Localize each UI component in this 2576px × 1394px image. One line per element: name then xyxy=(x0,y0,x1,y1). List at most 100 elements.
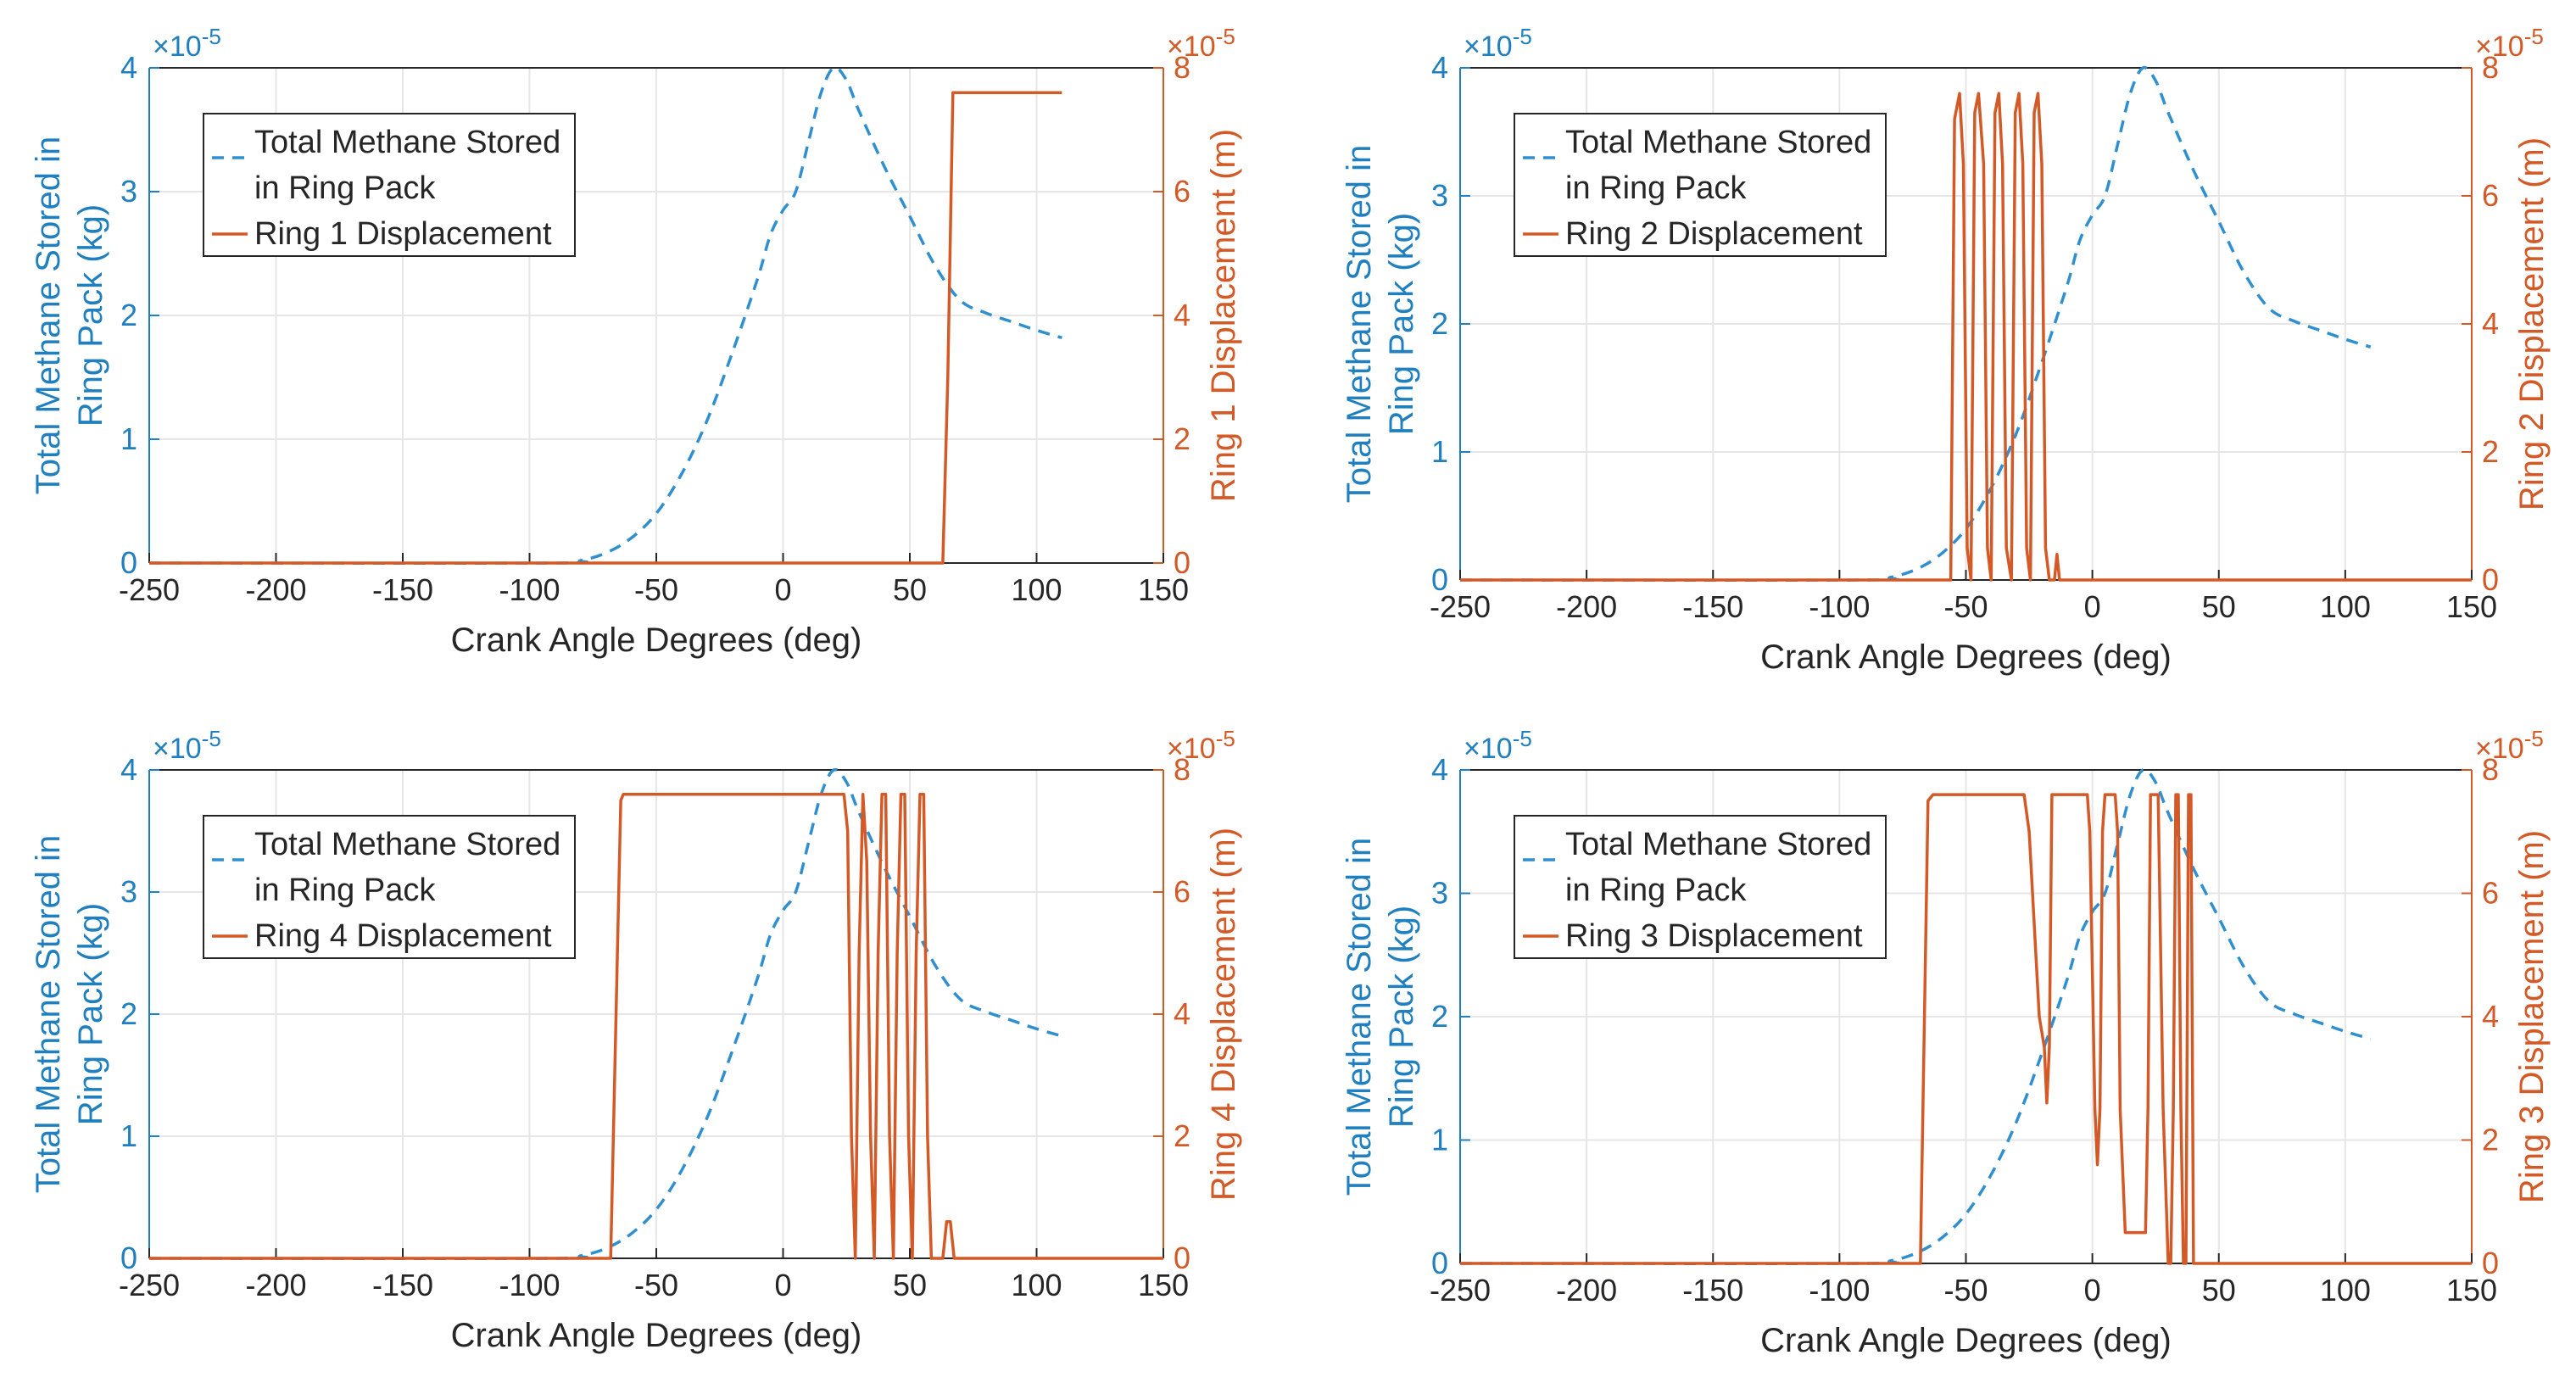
left-y-tick-label: 0 xyxy=(1431,562,1448,597)
x-tick-label: 100 xyxy=(2320,1273,2371,1308)
left-y-tick-label: 4 xyxy=(1431,752,1448,787)
right-y-tick-label: 0 xyxy=(1174,1241,1190,1275)
x-tick-label: -50 xyxy=(1943,589,1988,624)
legend-methane-label: Total Methane Stored in Ring Pack xyxy=(254,827,560,908)
left-y-axis-label: Total Methane Stored in Ring Pack (kg) xyxy=(1341,145,1420,503)
left-multiplier-label: ×10-5 xyxy=(1464,726,1532,765)
x-tick-label: -200 xyxy=(1556,1273,1617,1308)
left-y-axis-label: Total Methane Stored in Ring Pack (kg) xyxy=(1341,838,1420,1196)
legend-ring-label: Ring 1 Displacement xyxy=(254,216,552,252)
x-tick-label: -150 xyxy=(1682,589,1743,624)
x-axis-label: Crank Angle Degrees (deg) xyxy=(451,622,862,659)
x-tick-label: -150 xyxy=(372,572,433,607)
right-y-tick-label: 0 xyxy=(1174,545,1190,580)
x-tick-label: -50 xyxy=(634,1268,678,1302)
left-y-tick-label: 1 xyxy=(1431,434,1448,469)
ring-displacement-series-line xyxy=(1460,92,2472,582)
x-tick-label: 0 xyxy=(2084,1273,2101,1308)
right-multiplier-label: ×10-5 xyxy=(2475,726,2544,765)
legend: Total Methane Stored in Ring Pack Ring 2 D… xyxy=(1514,113,1887,257)
x-tick-label: -100 xyxy=(1809,1273,1870,1308)
left-y-axis-label: Total Methane Stored in Ring Pack (kg) xyxy=(30,835,109,1193)
right-y-tick-label: 6 xyxy=(1174,874,1190,909)
legend-methane-label: Total Methane Stored in Ring Pack xyxy=(1565,827,1871,908)
right-y-tick-label: 0 xyxy=(2482,562,2499,597)
legend: Total Methane Stored in Ring Pack Ring 4 D… xyxy=(203,815,576,959)
right-y-axis-label: Ring 4 Displacement (m) xyxy=(1205,828,1242,1201)
x-tick-label: -50 xyxy=(634,572,678,607)
ring-displacement-series-line xyxy=(1460,793,2472,1265)
ring-displacement-series-line xyxy=(149,793,1163,1260)
legend-ring-label: Ring 4 Displacement xyxy=(254,918,552,954)
legend-ring-label: Ring 3 Displacement xyxy=(1565,918,1863,954)
x-tick-label: -100 xyxy=(499,572,560,607)
x-tick-label: 50 xyxy=(2202,589,2236,624)
legend-ring-label: Ring 2 Displacement xyxy=(1565,216,1863,252)
methane-series-line xyxy=(1459,767,2372,1265)
x-tick-label: 0 xyxy=(774,572,791,607)
left-y-tick-label: 1 xyxy=(120,421,137,456)
legend: Total Methane Stored in Ring Pack Ring 3 D… xyxy=(1514,815,1887,959)
left-y-tick-label: 3 xyxy=(1431,876,1448,911)
left-y-tick-label: 0 xyxy=(120,1241,137,1275)
legend-box xyxy=(203,113,576,257)
x-tick-label: 150 xyxy=(1138,572,1189,607)
left-y-tick-label: 0 xyxy=(1431,1246,1448,1280)
chart-panel-1: -250 -200 -150 -100 -50 0 50 100 1500123402468×1… xyxy=(30,24,1242,659)
left-y-tick-label: 2 xyxy=(120,298,137,332)
left-y-tick-label: 4 xyxy=(120,752,137,787)
right-y-tick-label: 4 xyxy=(1174,298,1190,332)
chart-panel-2: -250 -200 -150 -100 -50 0 50 100 1500123402468×1… xyxy=(1341,24,2551,676)
x-tick-label: -150 xyxy=(1682,1273,1743,1308)
right-multiplier-label: ×10-5 xyxy=(1167,24,1235,63)
right-y-tick-label: 6 xyxy=(2482,876,2499,911)
x-tick-label: -100 xyxy=(499,1268,560,1302)
left-multiplier-label: ×10-5 xyxy=(1464,24,1532,63)
right-multiplier-label: ×10-5 xyxy=(2475,24,2544,63)
x-axis-label: Crank Angle Degrees (deg) xyxy=(1760,638,2172,676)
methane-series-line xyxy=(1459,65,2372,582)
right-y-tick-label: 6 xyxy=(2482,178,2499,213)
left-y-tick-label: 3 xyxy=(120,874,137,909)
left-y-tick-label: 2 xyxy=(1431,306,1448,341)
x-tick-label: 150 xyxy=(2446,589,2497,624)
x-tick-label: 0 xyxy=(2084,589,2101,624)
chart-panel-4: -250 -200 -150 -100 -50 0 50 100 1500123402468×1… xyxy=(1341,726,2551,1359)
right-y-tick-label: 2 xyxy=(1174,1118,1190,1153)
left-y-tick-label: 2 xyxy=(1431,999,1448,1034)
x-tick-label: 150 xyxy=(2446,1273,2497,1308)
x-tick-label: 50 xyxy=(893,1268,927,1302)
left-multiplier-label: ×10-5 xyxy=(153,24,221,63)
x-tick-label: -250 xyxy=(1430,1273,1491,1308)
right-y-tick-label: 8 xyxy=(1174,50,1190,85)
right-y-tick-label: 2 xyxy=(2482,1123,2499,1157)
legend-methane-label: Total Methane Stored in Ring Pack xyxy=(1565,125,1871,206)
left-y-tick-label: 4 xyxy=(120,50,137,85)
right-y-tick-label: 8 xyxy=(1174,752,1190,787)
right-y-tick-label: 0 xyxy=(2482,1246,2499,1280)
x-tick-label: -250 xyxy=(1430,589,1491,624)
x-tick-label: 100 xyxy=(1011,1268,1062,1302)
right-multiplier-label: ×10-5 xyxy=(1167,726,1235,765)
right-y-tick-label: 2 xyxy=(1174,421,1190,456)
left-y-axis-label: Total Methane Stored in Ring Pack (kg) xyxy=(30,137,109,494)
right-y-tick-label: 2 xyxy=(2482,434,2499,469)
x-tick-label: -100 xyxy=(1809,589,1870,624)
x-tick-label: 100 xyxy=(2320,589,2371,624)
x-tick-label: -250 xyxy=(119,1268,180,1302)
legend-methane-label: Total Methane Stored in Ring Pack xyxy=(254,125,560,206)
left-y-tick-label: 4 xyxy=(1431,50,1448,85)
methane-series-line xyxy=(148,767,1062,1260)
left-y-tick-label: 1 xyxy=(1431,1123,1448,1157)
x-tick-label: -200 xyxy=(1556,589,1617,624)
x-tick-label: -150 xyxy=(372,1268,433,1302)
right-y-tick-label: 8 xyxy=(2482,752,2499,787)
x-tick-label: 150 xyxy=(1138,1268,1189,1302)
right-y-tick-label: 8 xyxy=(2482,50,2499,85)
left-y-tick-label: 3 xyxy=(120,174,137,209)
right-y-axis-label: Ring 2 Displacement (m) xyxy=(2513,137,2551,510)
right-y-axis-label: Ring 3 Displacement (m) xyxy=(2513,830,2551,1203)
legend-box xyxy=(1514,113,1887,257)
left-multiplier-label: ×10-5 xyxy=(153,726,221,765)
